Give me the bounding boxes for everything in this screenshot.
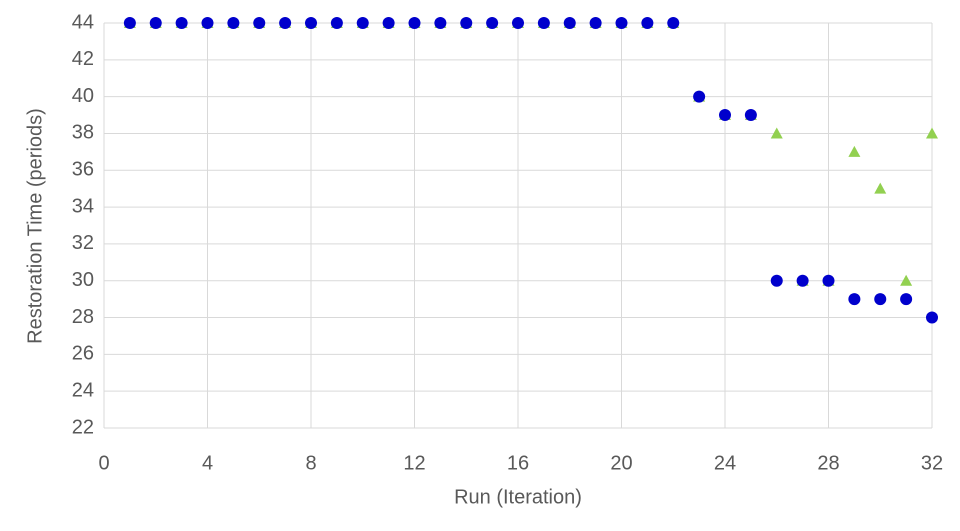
circle-marker bbox=[719, 109, 731, 122]
y-tick-label: 44 bbox=[72, 11, 94, 33]
circle-marker bbox=[667, 17, 680, 29]
x-tick-label: 24 bbox=[714, 452, 736, 474]
circle-marker bbox=[848, 293, 861, 306]
y-tick-label: 38 bbox=[72, 122, 94, 144]
x-tick-label: 32 bbox=[921, 452, 943, 474]
x-tick-label: 16 bbox=[507, 452, 529, 474]
x-tick-label: 28 bbox=[817, 452, 839, 474]
y-tick-label: 42 bbox=[72, 48, 94, 70]
triangle-marker bbox=[770, 127, 783, 139]
circle-marker bbox=[770, 274, 783, 287]
y-tick-label: 40 bbox=[72, 85, 94, 107]
circle-marker bbox=[537, 17, 550, 29]
circle-marker bbox=[900, 293, 913, 306]
circle-marker bbox=[434, 17, 447, 29]
circle-marker bbox=[227, 17, 240, 29]
circle-marker bbox=[693, 90, 706, 103]
circle-marker bbox=[460, 17, 473, 29]
circle-marker bbox=[175, 17, 188, 29]
circle-marker bbox=[356, 17, 369, 29]
triangle-marker bbox=[874, 182, 887, 194]
triangle-marker bbox=[926, 127, 938, 139]
triangle-marker bbox=[848, 145, 861, 157]
circle-marker bbox=[305, 17, 317, 29]
y-tick-label: 34 bbox=[72, 195, 94, 217]
y-tick-label: 24 bbox=[72, 379, 94, 401]
x-tick-label: 4 bbox=[202, 452, 213, 474]
y-tick-label: 28 bbox=[72, 306, 94, 328]
y-tick-label: 26 bbox=[72, 343, 94, 365]
y-tick-label: 32 bbox=[72, 232, 94, 254]
circle-marker bbox=[926, 311, 938, 324]
circle-marker bbox=[408, 17, 421, 29]
x-tick-label: 8 bbox=[305, 452, 316, 474]
x-tick-label: 20 bbox=[610, 452, 632, 474]
y-tick-label: 30 bbox=[72, 269, 94, 291]
circle-marker bbox=[149, 17, 162, 29]
circle-marker bbox=[563, 17, 576, 29]
x-tick-label: 0 bbox=[98, 452, 109, 474]
circle-marker bbox=[123, 17, 136, 29]
x-axis-title: Run (Iteration) bbox=[454, 486, 582, 508]
circle-marker bbox=[253, 17, 266, 29]
circle-marker bbox=[486, 17, 499, 29]
circle-marker bbox=[615, 17, 628, 29]
x-tick-label: 12 bbox=[403, 452, 425, 474]
circle-marker bbox=[796, 274, 809, 287]
circle-marker bbox=[201, 17, 214, 29]
circle-marker bbox=[822, 274, 835, 287]
circle-marker bbox=[589, 17, 602, 29]
circle-marker bbox=[874, 293, 887, 306]
circle-marker bbox=[382, 17, 395, 29]
triangle-marker bbox=[900, 274, 913, 286]
y-axis-title: Restoration Time (periods) bbox=[24, 108, 46, 344]
circle-marker bbox=[512, 17, 524, 29]
y-tick-label: 22 bbox=[72, 416, 94, 438]
circle-marker bbox=[641, 17, 654, 29]
circle-marker bbox=[279, 17, 292, 29]
y-tick-label: 36 bbox=[72, 159, 94, 181]
circle-marker bbox=[744, 109, 757, 122]
circle-marker bbox=[330, 17, 343, 29]
